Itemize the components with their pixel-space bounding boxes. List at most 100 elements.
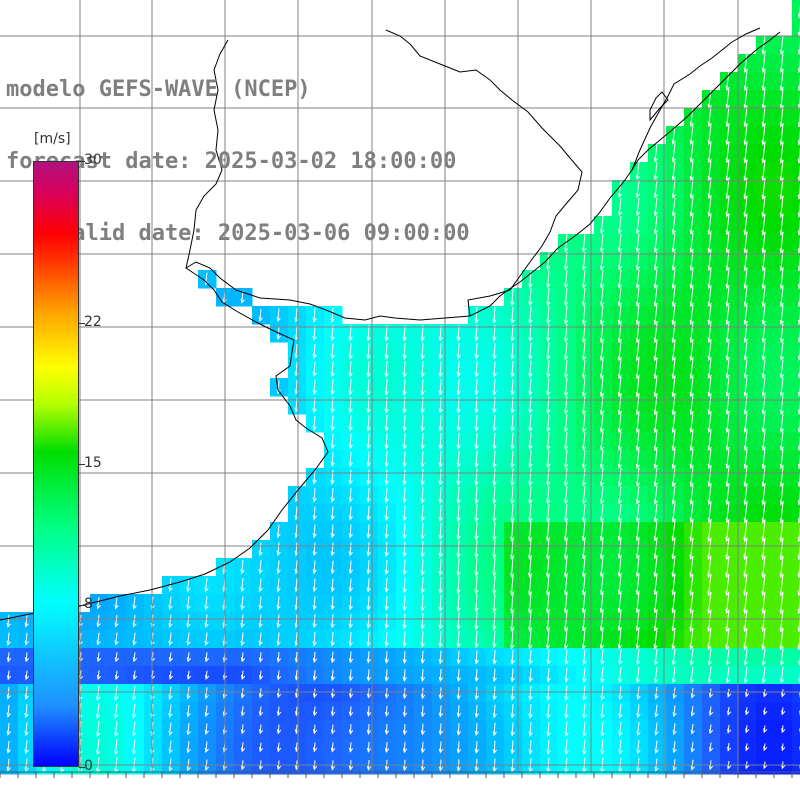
wind-arrow	[779, 323, 785, 343]
wind-arrow	[618, 686, 623, 701]
wind-speed-cell	[738, 576, 757, 595]
wind-arrow	[582, 721, 587, 737]
wind-arrow	[456, 522, 461, 541]
wind-speed-cell	[522, 558, 541, 577]
wind-speed-cell	[306, 594, 325, 613]
wind-arrow	[761, 627, 766, 651]
wind-arrow	[474, 558, 479, 577]
wind-arrow	[546, 628, 551, 650]
wind-speed-cell	[738, 522, 757, 541]
wind-arrow	[617, 340, 623, 362]
wind-speed-cell	[612, 216, 631, 235]
wind-arrow	[707, 304, 712, 326]
wind-speed-cell	[792, 198, 800, 217]
wind-speed-cell	[306, 558, 325, 577]
wind-speed-cell	[414, 522, 433, 541]
wind-speed-cell	[270, 558, 289, 577]
wind-speed-cell	[540, 684, 559, 703]
wind-speed-cell	[630, 576, 649, 595]
colorbar-tick-mark	[79, 322, 85, 324]
wind-speed-cell	[396, 432, 415, 451]
wind-speed-cell	[792, 36, 800, 55]
wind-arrow	[582, 251, 587, 271]
wind-arrow	[546, 360, 551, 379]
wind-speed-cell	[702, 126, 721, 145]
wind-speed-cell	[702, 306, 721, 325]
wind-arrow	[330, 578, 335, 593]
wind-speed-cell	[612, 720, 631, 739]
wind-speed-cell	[792, 180, 800, 199]
wind-arrow	[618, 251, 623, 271]
wind-arrow	[456, 705, 462, 718]
wind-arrow	[725, 323, 730, 343]
wind-arrow	[474, 704, 479, 719]
wind-speed-cell	[360, 702, 379, 721]
wind-arrow	[600, 269, 605, 289]
wind-speed-cell	[288, 522, 307, 541]
wind-arrow	[276, 308, 281, 323]
wind-arrow	[707, 142, 712, 164]
wind-arrow	[707, 124, 712, 146]
wind-speed-cell	[198, 576, 217, 595]
wind-speed-cell	[558, 630, 577, 649]
wind-speed-cell	[468, 486, 487, 505]
wind-speed-cell	[414, 648, 433, 667]
wind-arrow	[546, 432, 551, 451]
wind-speed-cell	[468, 666, 487, 685]
wind-speed-cell	[486, 648, 505, 667]
wind-speed-cell	[360, 486, 379, 505]
wind-speed-cell	[288, 324, 307, 343]
wind-speed-cell	[360, 666, 379, 685]
wind-speed-cell	[108, 720, 127, 739]
wind-speed-cell	[702, 738, 721, 757]
wind-speed-cell	[198, 612, 217, 631]
wind-arrow	[384, 343, 389, 360]
wind-arrow	[474, 540, 479, 559]
wind-speed-cell	[432, 450, 451, 469]
wind-speed-cell	[432, 540, 451, 559]
wind-arrow	[582, 233, 587, 253]
wind-arrow	[599, 520, 605, 542]
wind-speed-cell	[432, 738, 451, 757]
wind-speed-cell	[684, 648, 703, 667]
wind-arrow	[617, 287, 623, 307]
wind-arrow	[635, 574, 640, 596]
wind-speed-cell	[468, 504, 487, 523]
wind-speed-cell	[0, 738, 19, 757]
wind-arrow	[24, 704, 29, 719]
wind-arrow	[186, 578, 191, 593]
wind-speed-cell	[594, 666, 613, 685]
wind-speed-cell	[306, 612, 325, 631]
wind-speed-cell	[720, 162, 739, 181]
wind-speed-cell	[720, 324, 739, 343]
wind-arrow	[240, 688, 246, 699]
wind-arrow	[186, 632, 191, 646]
wind-speed-cell	[594, 594, 613, 613]
wind-speed-cell	[360, 612, 379, 631]
wind-speed-cell	[738, 162, 757, 181]
wind-arrow	[366, 433, 371, 450]
wind-speed-cell	[648, 630, 667, 649]
wind-arrow	[654, 197, 659, 217]
wind-speed-cell	[180, 684, 199, 703]
wind-speed-cell	[774, 72, 793, 91]
wind-arrow	[761, 359, 767, 379]
wind-speed-cell	[522, 414, 541, 433]
wind-arrow	[653, 376, 658, 398]
wind-arrow	[456, 486, 461, 505]
wind-arrow	[348, 379, 353, 396]
wind-arrow	[330, 742, 336, 753]
wind-speed-cell	[648, 306, 667, 325]
wind-speed-cell	[576, 540, 595, 559]
wind-speed-cell	[756, 432, 775, 451]
wind-speed-cell	[792, 576, 800, 595]
wind-speed-cell	[738, 612, 757, 631]
wind-arrow	[671, 215, 677, 235]
wind-speed-cell	[612, 198, 631, 217]
wind-speed-cell	[612, 288, 631, 307]
wind-arrow	[618, 485, 623, 505]
wind-arrow	[797, 435, 800, 452]
wind-speed-cell	[594, 432, 613, 451]
wind-arrow	[617, 556, 623, 578]
